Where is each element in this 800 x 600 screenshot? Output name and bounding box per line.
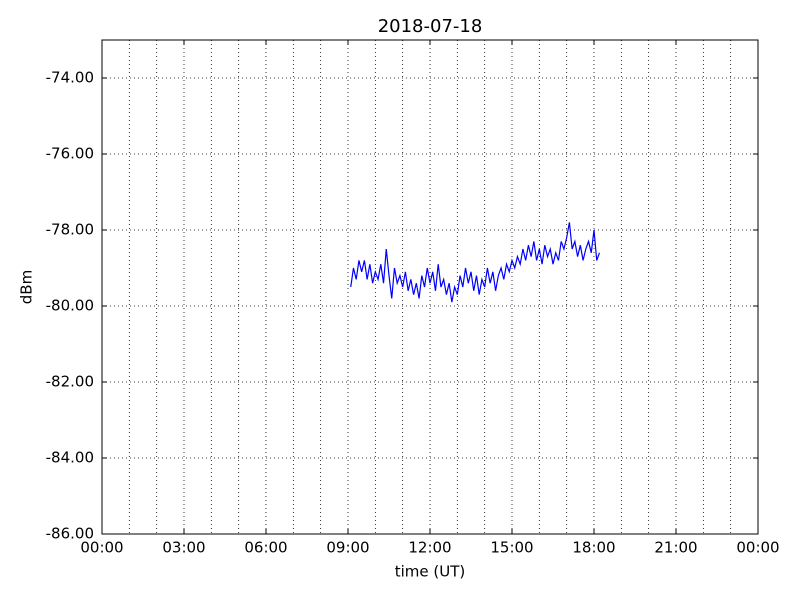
x-tick-label: 09:00 [326, 539, 369, 557]
chart-title: 2018-07-18 [378, 16, 483, 37]
x-axis-label: time (UT) [395, 563, 466, 581]
x-tick-label: 21:00 [654, 539, 697, 557]
x-tick-label: 00:00 [736, 539, 779, 557]
y-tick-label: -86.00 [46, 525, 94, 543]
x-tick-label: 15:00 [490, 539, 533, 557]
x-tick-label: 18:00 [572, 539, 615, 557]
data-line [350, 222, 601, 303]
x-tick-label: 12:00 [408, 539, 451, 557]
x-tick-label: 03:00 [162, 539, 205, 557]
y-tick-label: -80.00 [46, 297, 94, 315]
plot-frame [101, 39, 759, 535]
x-tick-label: 06:00 [244, 539, 287, 557]
y-tick-label: -82.00 [46, 373, 94, 391]
y-tick-label: -74.00 [46, 69, 94, 87]
x-tick-label: 00:00 [80, 539, 123, 557]
y-tick-label: -78.00 [46, 221, 94, 239]
y-tick-label: -76.00 [46, 145, 94, 163]
y-axis-label: dBm [18, 270, 36, 304]
y-tick-label: -84.00 [46, 449, 94, 467]
